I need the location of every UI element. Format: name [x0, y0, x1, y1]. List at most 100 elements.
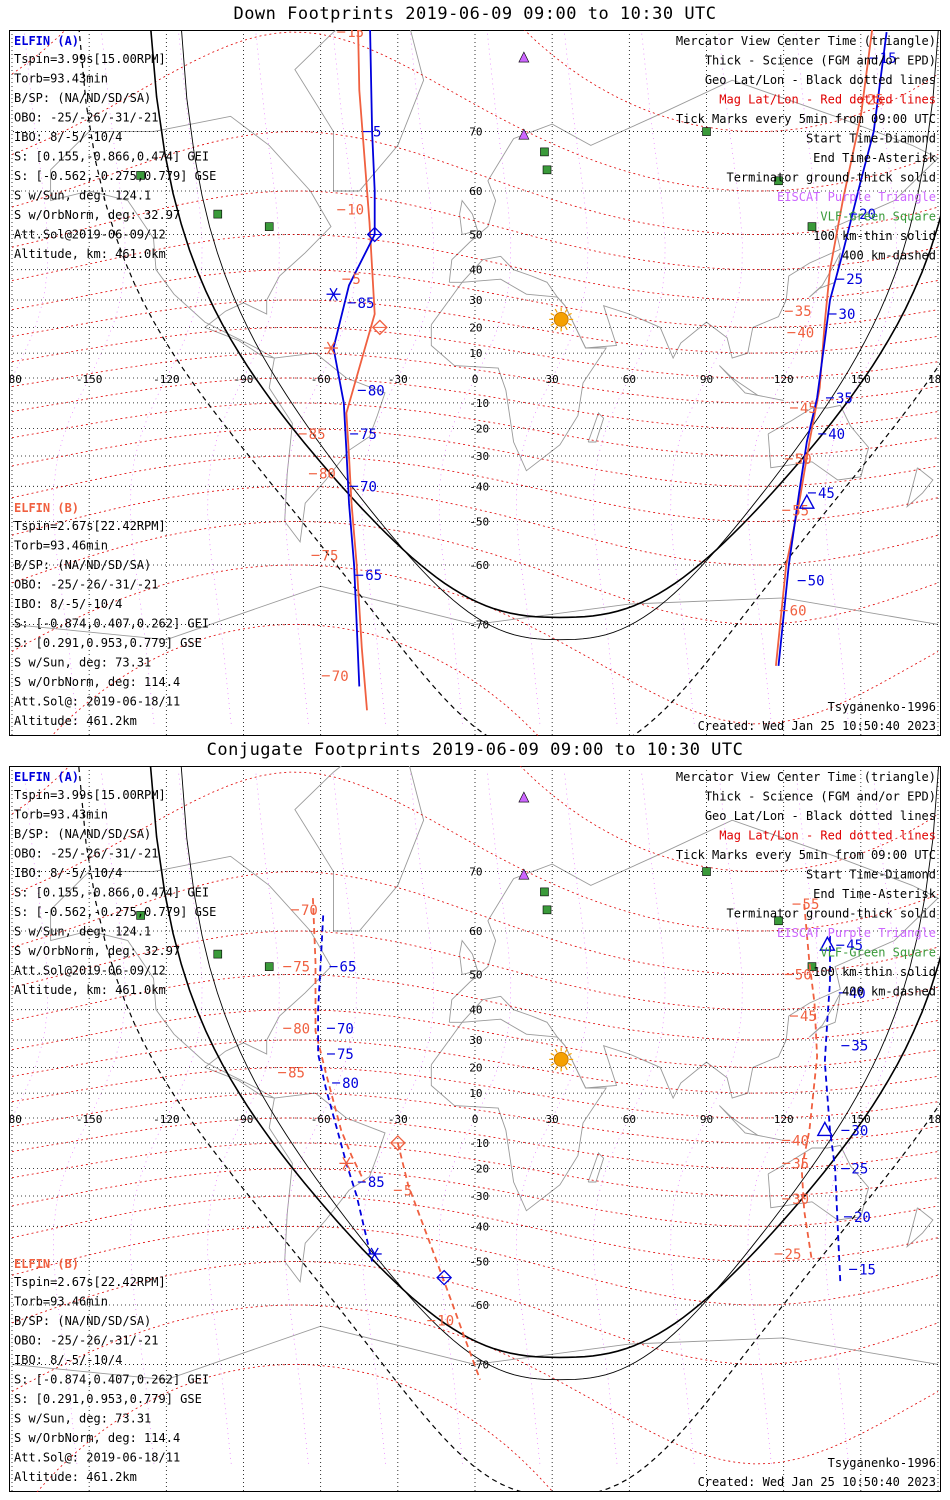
mag-latitude [11, 428, 939, 487]
track-a-west-label: 65 [365, 568, 382, 584]
sat-b-title: ELFIN (B) [14, 501, 79, 515]
created-timestamp: Created: Wed Jan 25 10:50:40 2023 [698, 719, 936, 733]
legend-line: VLF-Green Square [820, 946, 936, 960]
sat-b-info-line: S: [0.291,0.953,0.779] GSE [14, 636, 202, 650]
footprint-map-down[interactable]: 180 -150 -120 -90 -60 -30 0 30 60 90 120 150 180 -70 -… [9, 30, 941, 736]
lon-tick-label: -30 [388, 373, 408, 386]
sat-a-title: ELFIN (A) [14, 770, 79, 784]
start-diamond-b [389, 1134, 406, 1151]
lon-tick-label: 180 [928, 1113, 941, 1126]
mag-latitude [11, 131, 939, 235]
end-asterisk-a-stroke [370, 1247, 379, 1261]
coastline [587, 1152, 605, 1183]
track-a-east [777, 31, 888, 666]
vlf-square [264, 962, 274, 971]
legend-line: Mag Lat/Lon - Red dotted lines [719, 93, 936, 107]
mag-latitude [11, 1142, 939, 1197]
lat-tick-label: 50 [469, 968, 482, 981]
track-a-west-label: 5 [373, 125, 381, 141]
lat-tick-label: -30 [469, 1190, 489, 1203]
coastline [809, 252, 841, 298]
sat-b-info-line: S w/Sun, deg: 73.31 [14, 656, 151, 670]
track-b-east-label: 45 [800, 401, 817, 417]
sun-ray [550, 1062, 555, 1066]
sun-ray [567, 1052, 572, 1056]
lon-tick-label: 30 [546, 373, 559, 386]
sun-ray [550, 1052, 555, 1056]
lat-tick-label: 60 [469, 925, 482, 938]
sat-b-info-line: B/SP: (NA/ND/SD/SA) [14, 558, 151, 572]
mag-latitude [11, 1195, 939, 1262]
track-a-west [317, 915, 373, 1262]
mag-latitude [11, 1304, 939, 1465]
sat-b-info-line: IBO: 8/-5/-10/4 [14, 597, 122, 611]
mag-latitude [11, 1261, 939, 1365]
track-b-west-label: 75 [322, 548, 339, 564]
lat-tick-label: 70 [469, 126, 482, 139]
sat-a-info-line: B/SP: (NA/ND/SD/SA) [14, 91, 151, 105]
geo-grid [9, 30, 941, 736]
sat-b-info-line: S: [-0.874,0.407,0.262] GEI [14, 617, 209, 631]
track-a-west-label: 70 [337, 1021, 354, 1037]
track-b-east-label: 55 [803, 897, 820, 913]
sat-b-info-line: Att.Sol@: 2019-06-18/11 [14, 1451, 180, 1465]
track-a-east-label: 45 [818, 486, 835, 502]
mag-latitude [11, 1039, 939, 1094]
lat-tick-label: -20 [469, 1163, 489, 1176]
track-b-east-label: 25 [867, 92, 884, 108]
end-asterisk-b-stroke [342, 1156, 351, 1170]
sat-a-title: ELFIN (A) [14, 34, 79, 48]
sat-a-info-line: Tspin=3.99s[15.00RPM] [14, 788, 166, 802]
mag-latitude [11, 326, 939, 379]
sat-b-info-line: OBO: -25/-26/-31/-21 [14, 1334, 159, 1348]
coastline [906, 1207, 934, 1249]
track-b-east-label: 25 [785, 1247, 802, 1263]
track-a-east [823, 935, 842, 1282]
footprint-map-conjugate[interactable]: 180-150-120-90-60-300306090120150180-70-… [9, 766, 941, 1492]
coastline [430, 278, 608, 472]
track-a-west [332, 30, 376, 687]
legend-line: Terminator ground-thick solid [726, 171, 936, 185]
mag-latitude [11, 402, 939, 457]
sat-a-info-line: S w/OrbNorm, deg: 32.97 [14, 208, 180, 222]
panel-title-conjugate: Conjugate Footprints 2019-06-09 09:00 to… [206, 740, 744, 760]
track-b-west-label: 80 [319, 467, 336, 483]
lon-tick-label: -120 [153, 1113, 180, 1126]
lat-tick-label: 40 [469, 1004, 482, 1017]
lat-tick-label: 20 [469, 321, 482, 334]
coastline [809, 992, 841, 1038]
track-b-west-2-label: 10 [437, 1314, 454, 1330]
track-b-east-label: 35 [792, 1156, 809, 1172]
sat-a-info-line: S: [-0.562,-0.275,0.779] GSE [14, 169, 216, 183]
legend-line: Geo Lat/Lon - Black dotted lines [705, 73, 936, 87]
vlf-square [774, 176, 783, 186]
legend-line: Tick Marks every 5min from 09:00 UTC [676, 848, 936, 862]
coastline [448, 79, 939, 360]
sat-a-info-line: IBO: 8/-5/-10/4 [14, 866, 122, 880]
end-asterisk-b [339, 1156, 354, 1170]
mag-latitude [11, 1009, 939, 1068]
sat-a-info-line: Tspin=3.99s[15.00RPM] [14, 52, 166, 66]
track-a-east-label: 15 [880, 51, 897, 67]
legend-line: Thick - Science (FGM and/or EPD) [705, 54, 936, 68]
vlf-square [264, 222, 274, 231]
sun-ray [564, 1048, 568, 1053]
coastline [268, 1092, 386, 1284]
vlf-square [540, 887, 549, 897]
sat-b-info-line: Torb=93.46min [14, 1295, 108, 1309]
sun-ray [554, 308, 558, 313]
lon-tick-label: 150 [851, 373, 871, 386]
lon-tick-label: 60 [623, 373, 636, 386]
sun-ray [564, 1066, 568, 1071]
terminator-400km [78, 30, 941, 736]
sat-b-info-line: S w/Sun, deg: 73.31 [14, 1412, 151, 1426]
track-a-west-label: 65 [340, 960, 357, 976]
coastline [459, 199, 479, 235]
lat-tick-label: 40 [469, 264, 482, 277]
sat-a-info-line: S: [0.155,-0.866,0.474] GEI [14, 150, 209, 164]
track-a-east-label: 40 [849, 986, 866, 1002]
sun-ray [550, 322, 555, 326]
vlf-square [213, 949, 223, 959]
lon-tick-label: 180 [9, 1113, 22, 1126]
track-a-west-label: 75 [337, 1047, 354, 1063]
